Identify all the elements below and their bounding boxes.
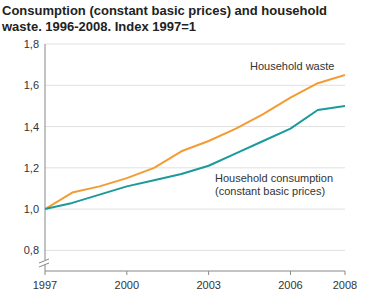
y-tick-label: 0,8 — [24, 244, 39, 256]
y-tick-label: 1,0 — [24, 203, 39, 215]
title: Consumption (constant basic prices) and … — [1, 3, 327, 34]
axis-break — [39, 259, 49, 263]
x-axis — [45, 271, 345, 272]
grid-line — [45, 250, 345, 251]
x-tick-label: 2000 — [115, 279, 139, 291]
grid-line — [45, 126, 345, 127]
series-label-line: Household waste — [250, 60, 334, 72]
x-tick-label: 2003 — [196, 279, 220, 291]
x-tick — [126, 271, 127, 275]
series-label-line: Household consumption — [215, 172, 333, 184]
plot-area — [45, 75, 345, 209]
grid-line — [45, 85, 345, 86]
series-label: Household waste — [250, 60, 334, 72]
x-tick — [45, 271, 46, 275]
chart: Consumption (constant basic prices) and … — [0, 0, 370, 308]
x-tick — [290, 271, 291, 275]
grid-line — [45, 209, 345, 210]
title-line: waste. 1996-2008. Index 1997=1 — [1, 19, 196, 34]
y-axis — [45, 44, 46, 271]
y-tick-label: 1,4 — [24, 121, 39, 133]
x-tick-label: 2006 — [278, 279, 302, 291]
grid-line — [45, 167, 345, 168]
x-tick-label: 2008 — [333, 279, 357, 291]
series-label: Household consumption(constant basic pri… — [215, 172, 333, 197]
x-tick — [208, 271, 209, 275]
y-tick-label: 1,6 — [24, 79, 39, 91]
grid-line — [45, 44, 345, 45]
series-line — [45, 75, 345, 209]
title-line: Consumption (constant basic prices) and … — [2, 3, 327, 18]
x-tick — [345, 271, 346, 275]
y-tick-label: 1,8 — [24, 38, 39, 50]
series-label-line: (constant basic prices) — [215, 185, 325, 197]
axis-break — [39, 263, 49, 267]
series-line — [45, 106, 345, 209]
y-tick-label: 1,2 — [24, 162, 39, 174]
x-tick-label: 1997 — [33, 279, 57, 291]
